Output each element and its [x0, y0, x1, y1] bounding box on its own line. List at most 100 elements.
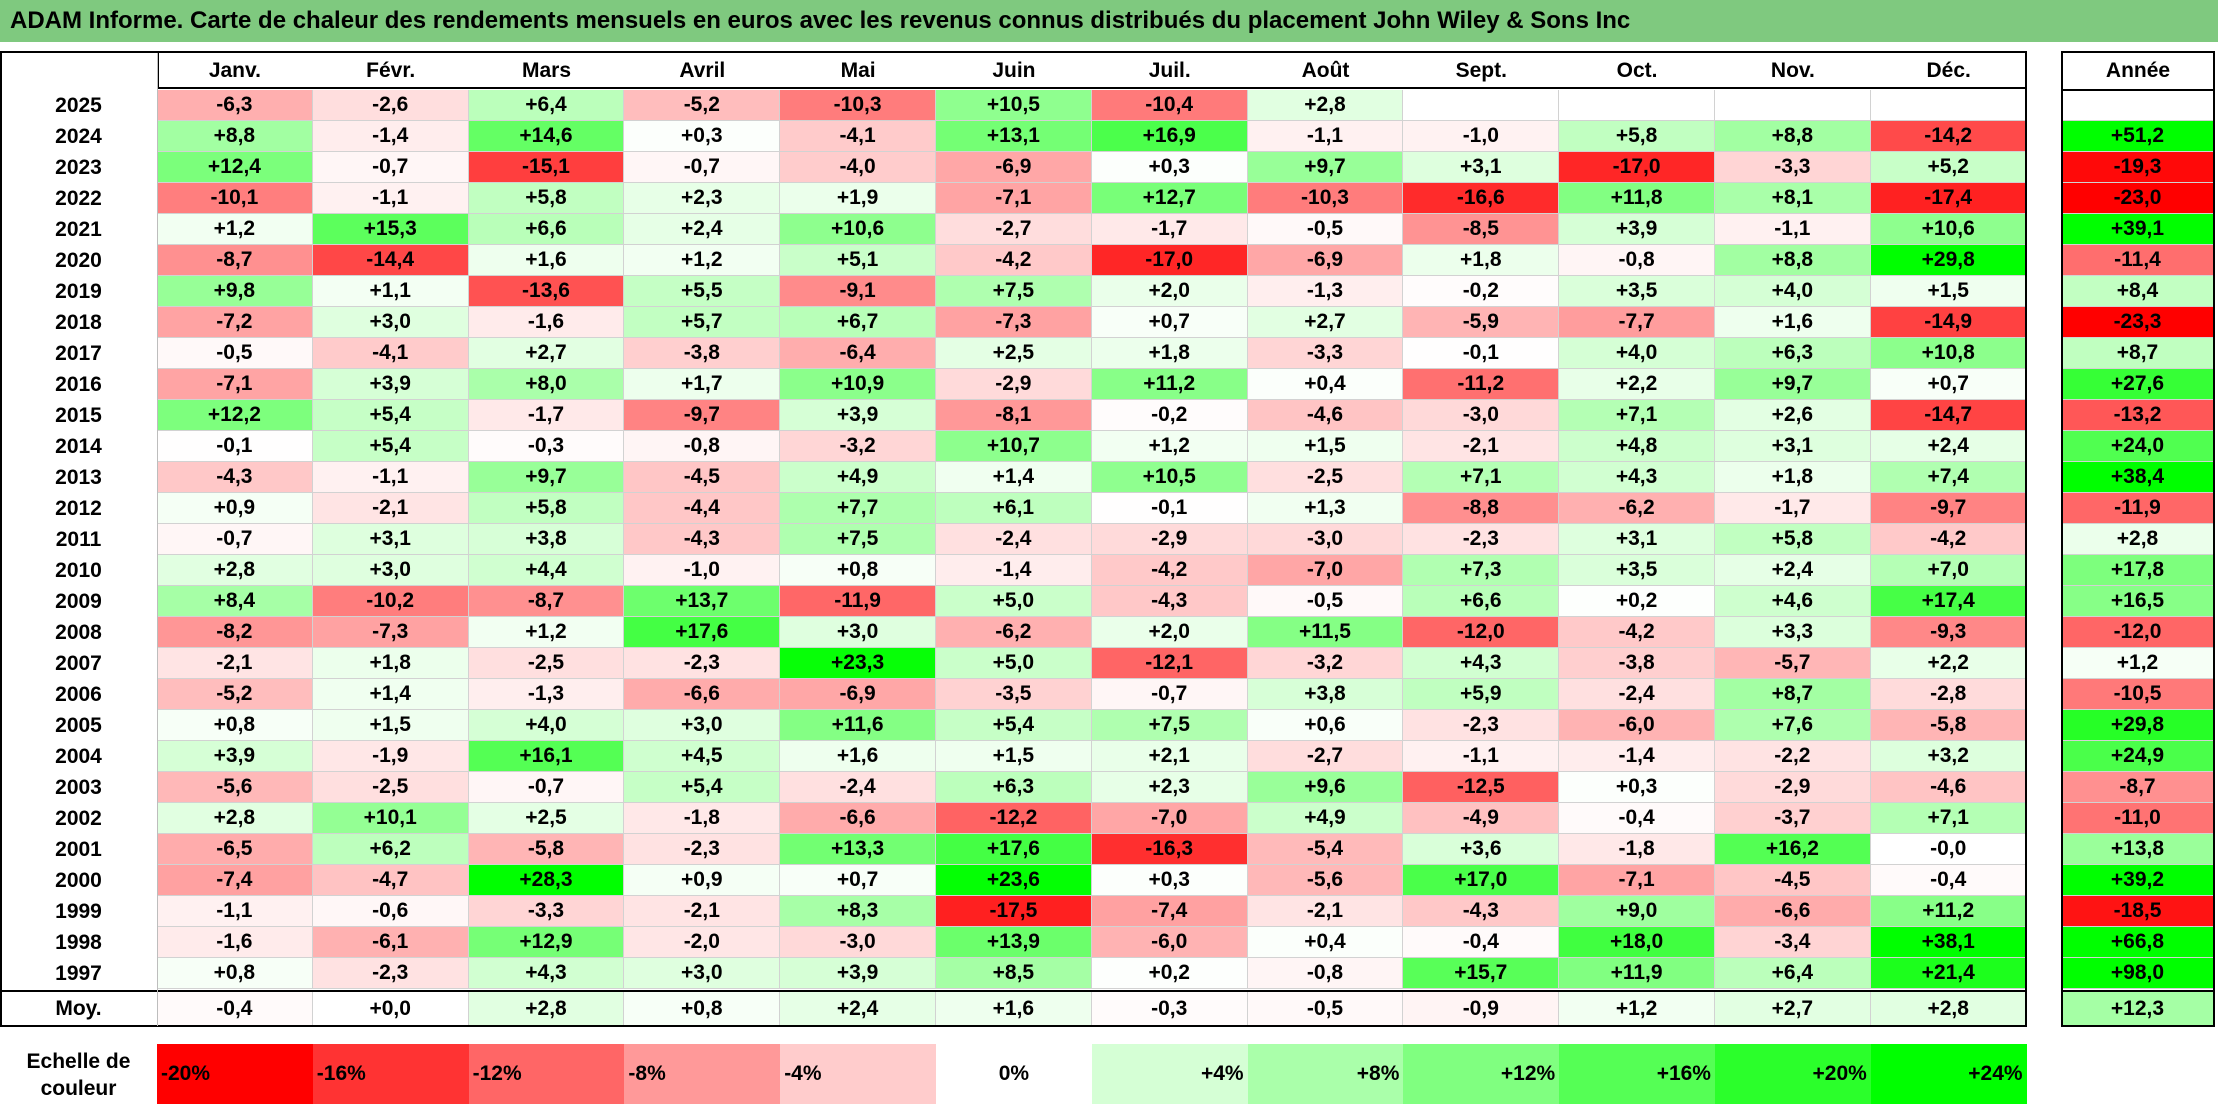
heatmap-cell: +1,4 — [936, 462, 1092, 493]
heatmap-cell: -15,1 — [468, 152, 625, 183]
annual-cell: -11,4 — [2061, 245, 2215, 276]
heatmap-cell: +0,8 — [157, 710, 313, 741]
heatmap-cell: +3,2 — [1870, 741, 2027, 772]
heatmap-cell: -2,4 — [780, 772, 936, 803]
heatmap-cell: +5,4 — [936, 710, 1092, 741]
heatmap-cell: +7,1 — [1403, 462, 1560, 493]
heatmap-cell: +0,2 — [1559, 586, 1715, 617]
heatmap-cell: -4,0 — [780, 152, 936, 183]
heatmap-cell: -8,5 — [1403, 214, 1560, 245]
heatmap-cell: +23,3 — [780, 648, 936, 679]
heatmap-cell: -10,3 — [780, 90, 936, 121]
heatmap-cell: +12,7 — [1091, 183, 1248, 214]
annual-cell: -11,0 — [2061, 803, 2215, 834]
heatmap-cell: -3,3 — [1715, 152, 1871, 183]
annual-cell: +51,2 — [2061, 121, 2215, 152]
heatmap-cell: +0,8 — [780, 555, 936, 586]
heatmap-cell: -0,5 — [1247, 586, 1404, 617]
month-header: Oct. — [1616, 59, 1658, 82]
heatmap-cell: -6,3 — [157, 90, 313, 121]
heatmap-cell: +1,6 — [1715, 307, 1871, 338]
heatmap-cell: +1,5 — [1247, 431, 1404, 462]
year-total-header: Année — [2105, 59, 2171, 82]
annual-cell: -23,3 — [2061, 307, 2215, 338]
heatmap-cell: +6,7 — [780, 307, 936, 338]
heatmap-cell: -6,2 — [1559, 493, 1715, 524]
heatmap-cell: +16,2 — [1715, 834, 1871, 865]
heatmap-cell: +7,6 — [1715, 710, 1871, 741]
heatmap-cell: -0,2 — [1091, 400, 1248, 431]
heatmap-cell: -7,4 — [1091, 896, 1248, 927]
heatmap-cell: -0,5 — [1247, 214, 1404, 245]
row-year-label: 2004 — [55, 744, 102, 768]
heatmap-cell: -5,4 — [1247, 834, 1404, 865]
heatmap-cell: -3,0 — [1247, 524, 1404, 555]
heatmap-cell: +15,7 — [1403, 958, 1560, 989]
heatmap-cell: -1,6 — [157, 927, 313, 958]
annual-cell: +24,0 — [2061, 431, 2215, 462]
heatmap-cell: +17,6 — [624, 617, 781, 648]
heatmap-cell: +7,5 — [1091, 710, 1248, 741]
heatmap-cell: +1,5 — [312, 710, 469, 741]
heatmap-cell: +13,7 — [624, 586, 781, 617]
month-header: Janv. — [208, 59, 261, 82]
row-year-label: 2012 — [55, 496, 102, 520]
heatmap-cell: -1,3 — [468, 679, 625, 710]
heatmap-cell: +12,2 — [157, 400, 313, 431]
heatmap-cell: -3,2 — [1247, 648, 1404, 679]
heatmap-cell: -3,3 — [1247, 338, 1404, 369]
heatmap-cell: +12,4 — [157, 152, 313, 183]
average-cell: +2,8 — [1870, 992, 2027, 1026]
heatmap-cell: +13,9 — [936, 927, 1092, 958]
heatmap-cell: +23,6 — [936, 865, 1092, 896]
color-scale-step: +8% — [1247, 1044, 1404, 1104]
heatmap-cell: -1,1 — [312, 183, 469, 214]
heatmap-cell: +0,7 — [1870, 369, 2027, 400]
average-cell: +0,8 — [624, 992, 781, 1026]
annual-cell: -19,3 — [2061, 152, 2215, 183]
row-year-label: 2023 — [55, 155, 102, 179]
heatmap-cell: +1,1 — [312, 276, 469, 307]
heatmap-cell: -4,1 — [780, 121, 936, 152]
row-year-label: 1998 — [55, 930, 102, 954]
annual-cell: +66,8 — [2061, 927, 2215, 958]
heatmap-cell: -4,5 — [1715, 865, 1871, 896]
heatmap-cell: -2,5 — [312, 772, 469, 803]
heatmap-cell: -16,3 — [1091, 834, 1248, 865]
heatmap-cell — [1715, 90, 1871, 121]
heatmap-cell: -16,6 — [1403, 183, 1560, 214]
heatmap-cell: +8,8 — [1715, 245, 1871, 276]
heatmap-cell: +17,0 — [1403, 865, 1560, 896]
heatmap-cell: -4,4 — [624, 493, 781, 524]
heatmap-cell: +11,9 — [1559, 958, 1715, 989]
annual-cell: +39,1 — [2061, 214, 2215, 245]
heatmap-cell: +10,5 — [1091, 462, 1248, 493]
heatmap-cell: -10,1 — [157, 183, 313, 214]
heatmap-cell: -1,4 — [1559, 741, 1715, 772]
heatmap-cell: -1,8 — [624, 803, 781, 834]
heatmap-cell: -13,6 — [468, 276, 625, 307]
row-year-label: 2007 — [55, 651, 102, 675]
heatmap-cell: +2,0 — [1091, 276, 1248, 307]
heatmap-cell: +7,1 — [1870, 803, 2027, 834]
heatmap-cell: +3,1 — [1403, 152, 1560, 183]
heatmap-cell: -3,8 — [624, 338, 781, 369]
heatmap-cell: +9,7 — [1715, 369, 1871, 400]
annual-cell: +1,2 — [2061, 648, 2215, 679]
annual-cell — [2061, 90, 2215, 121]
heatmap-cell: -2,9 — [936, 369, 1092, 400]
heatmap-cell: -7,1 — [1559, 865, 1715, 896]
row-year-label: 2025 — [55, 93, 102, 117]
month-header: Juin — [992, 59, 1036, 82]
heatmap-cell: -3,2 — [780, 431, 936, 462]
heatmap-cell: +3,9 — [780, 400, 936, 431]
heatmap-cell: +0,7 — [780, 865, 936, 896]
heatmap-cell: -6,9 — [1247, 245, 1404, 276]
average-cell: -0,5 — [1247, 992, 1404, 1026]
heatmap-cell: -11,9 — [780, 586, 936, 617]
heatmap-cell: -5,8 — [468, 834, 625, 865]
heatmap-cell: +10,8 — [1870, 338, 2027, 369]
heatmap-cell: +7,1 — [1559, 400, 1715, 431]
heatmap-cell: +3,8 — [468, 524, 625, 555]
heatmap-cell: +9,0 — [1559, 896, 1715, 927]
